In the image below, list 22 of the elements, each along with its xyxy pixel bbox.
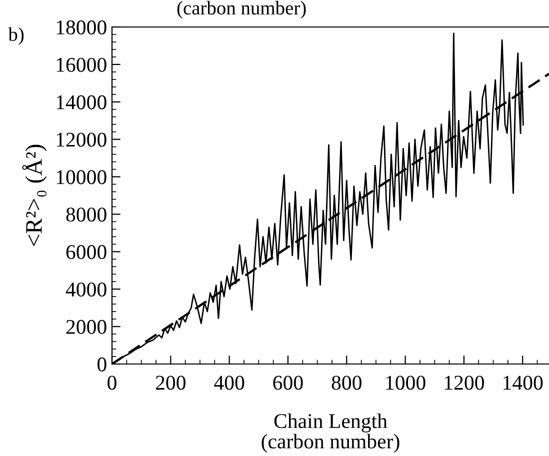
y-tick-label: 0: [98, 357, 106, 372]
y-tick-label: 4000: [66, 282, 106, 297]
y-tick-label: 10000: [56, 170, 106, 184]
y-tick-label: 14000: [56, 95, 106, 110]
y-tick-label: 16000: [56, 58, 106, 72]
y-axis-title: <R²>₀ (Å²): [22, 144, 47, 246]
x-tick-label: 200: [156, 376, 186, 390]
x-tick-label: 1400: [504, 376, 543, 390]
text: (carbon number): [177, 0, 306, 19]
y-tick-label: 12000: [56, 132, 106, 147]
x-tick-label: 800: [332, 376, 362, 390]
y-tick-label: 2000: [66, 320, 106, 334]
x-tick-label: 1000: [386, 376, 426, 390]
x-tick-label: 400: [214, 376, 244, 390]
x-axis-title: Chain Length (carbon number): [262, 413, 400, 453]
y-tick-label: 18000: [56, 20, 106, 34]
y-tick-label: 8000: [66, 208, 106, 222]
x-tick-label: 0: [108, 376, 116, 390]
y-tick-label: 6000: [66, 245, 106, 260]
x-tick-label: 600: [273, 376, 303, 390]
x-tick-label: 1200: [444, 376, 484, 390]
text: b): [8, 27, 24, 45]
